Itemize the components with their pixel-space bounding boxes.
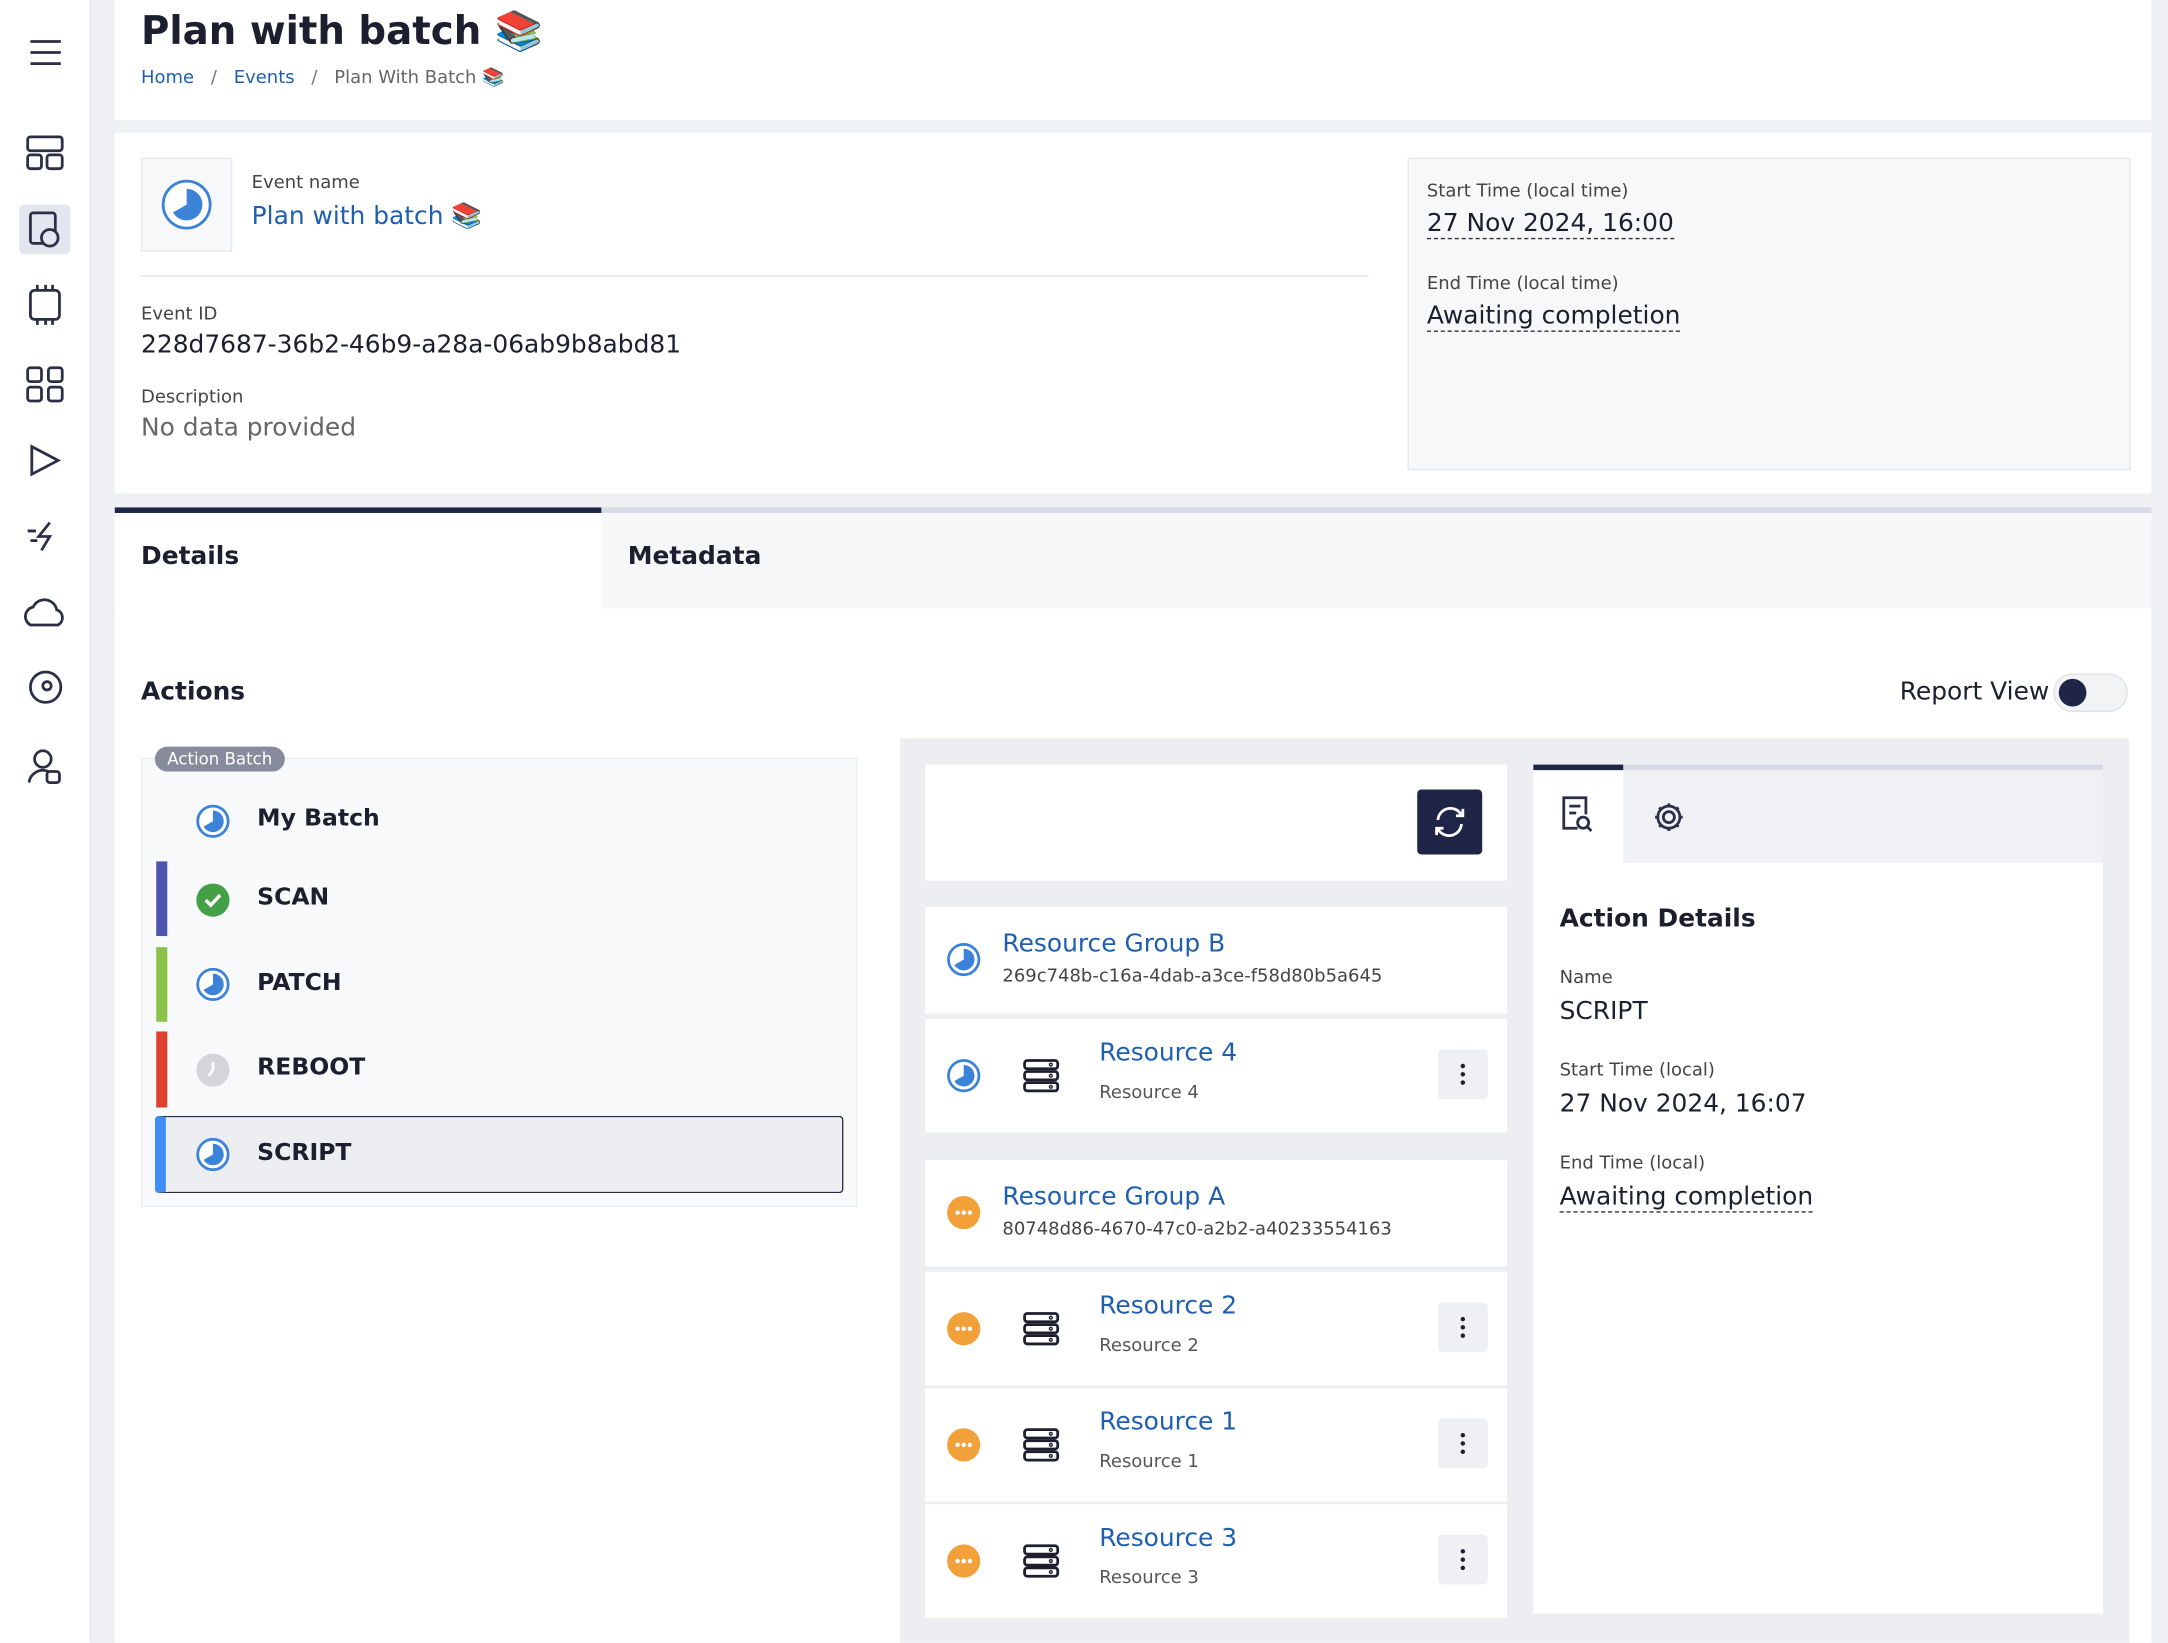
server-icon (1022, 1311, 1061, 1352)
start-time: 27 Nov 2024, 16:00 (1426, 208, 1674, 240)
details-panel (1533, 764, 2104, 1614)
label: Start Time (local) (1559, 1060, 1715, 1082)
selected-item[interactable] (154, 1115, 844, 1194)
color-bar (156, 861, 168, 937)
tab-label[interactable]: Details (141, 541, 240, 572)
resource-sub: Resource 4 (1099, 1082, 1199, 1104)
action-item[interactable]: PATCH (257, 969, 342, 997)
resource-row (924, 1504, 1508, 1618)
action-item[interactable]: REBOOT (257, 1053, 366, 1082)
nav-icons[interactable] (0, 0, 90, 830)
page-title: Plan with batch 📚 (141, 8, 543, 54)
detail-value: Awaiting completion (1559, 1182, 1814, 1213)
sidebar (0, 0, 92, 1643)
crumb: Plan With Batch 📚 (334, 67, 505, 89)
header (114, 0, 2152, 121)
event-name: Plan with batch 📚 (251, 201, 483, 231)
resource-sub: Resource 2 (1099, 1335, 1199, 1357)
breadcrumb: Home / Events / Plan With Batch 📚 (141, 68, 504, 89)
menu-button[interactable] (1437, 1418, 1488, 1469)
resource-row (924, 1272, 1508, 1386)
tab-active[interactable] (114, 507, 602, 609)
resource-row (924, 1019, 1508, 1133)
menu-button[interactable] (1437, 1049, 1488, 1100)
detail-value: 27 Nov 2024, 16:07 (1559, 1089, 1807, 1119)
section-title: Actions (141, 677, 246, 707)
resource-name[interactable]: Resource 4 (1099, 1038, 1238, 1068)
tab-indicator (1533, 764, 1624, 771)
detail-value: SCRIPT (1559, 996, 1648, 1026)
label: End Time (local time) (1426, 273, 1619, 295)
details-tabs (1623, 764, 2104, 863)
divider (141, 275, 1369, 277)
status-icon (196, 1053, 230, 1087)
resource-name[interactable]: Resource 3 (1099, 1523, 1238, 1553)
label: Event name (251, 172, 360, 194)
event-id: 228d7687-36b2-46b9-a28a-06ab9b8abd81 (141, 330, 682, 360)
color-bar (156, 1031, 168, 1108)
batch-name[interactable]: My Batch (257, 804, 380, 833)
status-icon (196, 967, 230, 1002)
description: No data provided (141, 413, 357, 443)
status-icon (947, 942, 981, 977)
status-icon (947, 1059, 981, 1093)
status-icon (947, 1428, 981, 1462)
separator: / (311, 67, 318, 89)
crumb[interactable]: Events (233, 67, 295, 89)
label: Name (1559, 967, 1613, 989)
action-item[interactable]: SCAN (257, 883, 330, 912)
group-card (924, 1160, 1508, 1267)
refresh-button[interactable] (1417, 789, 1483, 855)
end-time: Awaiting completion (1426, 301, 1681, 332)
group-id: 80748d86-4670-47c0-a2b2-a40233554163 (1002, 1219, 1392, 1241)
status-icon (161, 179, 212, 230)
status-icon (947, 1544, 981, 1578)
label: End Time (local) (1559, 1153, 1706, 1174)
group-card (924, 907, 1508, 1014)
status-icon (947, 1312, 981, 1346)
tab-label[interactable]: Metadata (627, 541, 762, 572)
batch-tag: Action Batch (154, 746, 285, 772)
tab[interactable] (601, 507, 2152, 609)
status-icon (947, 1195, 981, 1230)
resource-sub: Resource 1 (1099, 1451, 1199, 1473)
action-item[interactable]: SCRIPT (257, 1139, 352, 1167)
label: Start Time (local time) (1426, 181, 1629, 202)
label: Description (141, 387, 244, 408)
resource-name[interactable]: Resource 1 (1099, 1407, 1238, 1437)
toggle-label: Report View (1899, 677, 2050, 707)
group-name[interactable]: Resource Group A (1002, 1182, 1226, 1212)
server-icon (1022, 1058, 1061, 1099)
menu-button[interactable] (1437, 1302, 1488, 1353)
menu-button[interactable] (1437, 1534, 1488, 1585)
details-title: Action Details (1559, 904, 1756, 934)
status-icon (196, 883, 230, 917)
time-box (1407, 157, 2131, 471)
server-icon (1022, 1543, 1061, 1584)
details-tab-icons[interactable] (1533, 770, 2103, 867)
status-icon (196, 804, 230, 838)
separator: / (210, 67, 217, 89)
toolbar (924, 764, 1508, 881)
crumb[interactable]: Home (141, 67, 195, 89)
resource-row (924, 1388, 1508, 1502)
resource-name[interactable]: Resource 2 (1099, 1291, 1238, 1321)
group-id: 269c748b-c16a-4dab-a3ce-f58d80b5a645 (1002, 966, 1383, 988)
status-icon (196, 1137, 230, 1172)
event-icon (141, 157, 233, 252)
toggle[interactable] (2053, 673, 2128, 713)
color-bar (156, 947, 168, 1022)
group-name[interactable]: Resource Group B (1002, 929, 1226, 959)
server-icon (1022, 1427, 1061, 1468)
resource-sub: Resource 3 (1099, 1567, 1199, 1589)
label: Event ID (141, 304, 218, 325)
